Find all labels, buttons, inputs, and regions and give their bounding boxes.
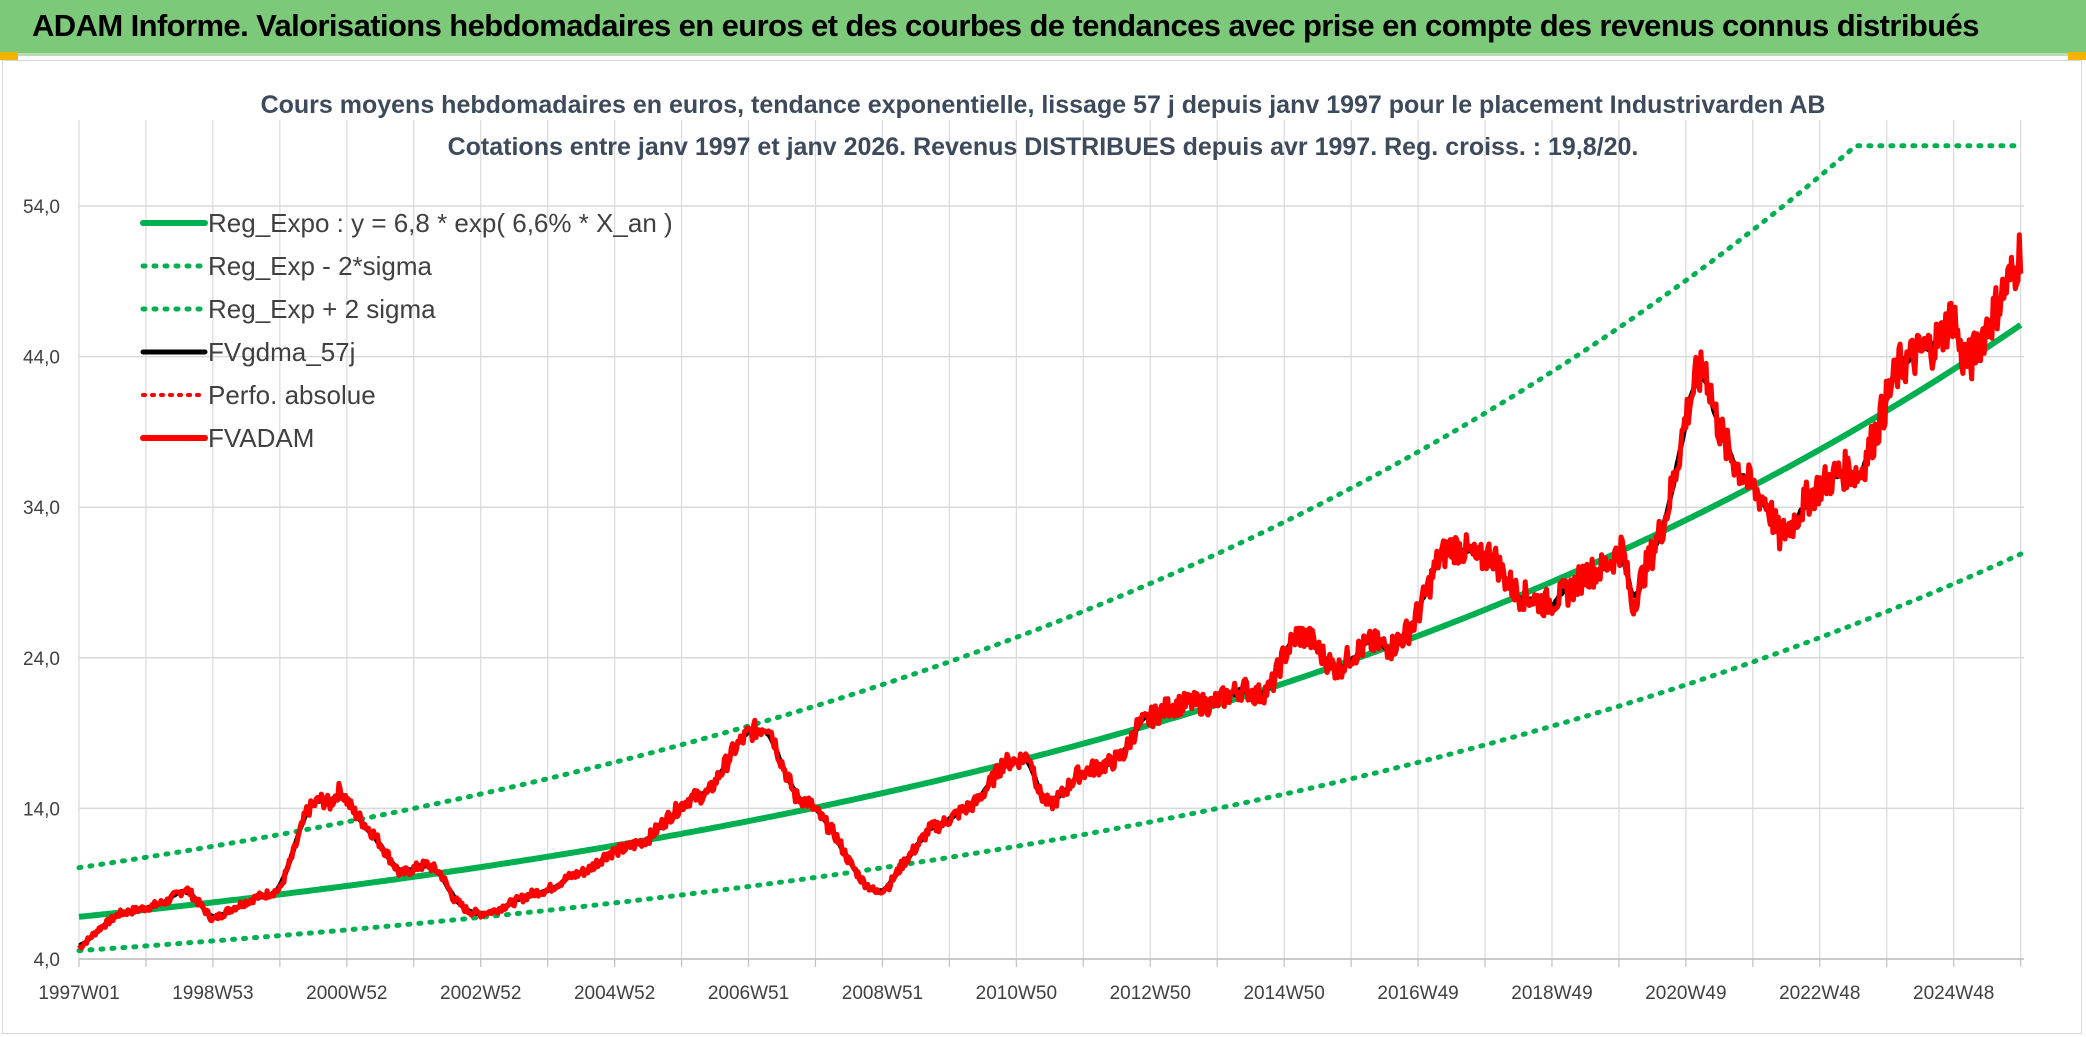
series-reg-exp-plus-2sigma (76, 143, 2024, 871)
y-tick-label: 14,0 (23, 799, 60, 820)
x-tick-label: 2016W49 (1377, 983, 1458, 1004)
series-fvgdma-57j (77, 267, 2022, 949)
x-tick-label: 2022W48 (1779, 983, 1860, 1004)
x-tick-label: 2010W50 (976, 983, 1057, 1004)
series-reg-exp-minus-2sigma (76, 551, 2024, 954)
x-tick-label: 1998W53 (172, 983, 253, 1004)
x-tick-label: 2020W49 (1645, 983, 1726, 1004)
series-fvadam (77, 232, 2024, 951)
chart-subtitle: Cotations entre janv 1997 et janv 2026. … (448, 133, 1639, 161)
y-tick-label: 4,0 (34, 950, 60, 971)
series (76, 143, 2024, 954)
chart-frame (2, 60, 2082, 1034)
y-tick-label: 24,0 (23, 649, 60, 670)
corner-accent-left (0, 52, 18, 60)
legend-label: Reg_Exp + 2 sigma (208, 294, 436, 324)
y-tick-label: 34,0 (23, 498, 60, 519)
legend-label: Reg_Exp - 2*sigma (208, 251, 433, 281)
series-reg-expo (78, 322, 2023, 920)
legend: Reg_Expo : y = 6,8 * exp( 6,6% * X_an ) R… (140, 208, 673, 453)
report-banner: ADAM Informe. Valorisations hebdomadaire… (0, 0, 2086, 56)
legend-label: FVgdma_57j (208, 337, 355, 367)
chart-title: Cours moyens hebdomadaires en euros, ten… (261, 91, 1826, 119)
legend-label: FVADAM (208, 423, 314, 453)
x-tick-label: 2024W48 (1913, 983, 1994, 1004)
x-tick-label: 2008W51 (842, 983, 923, 1004)
x-tick-label: 2014W50 (1243, 983, 1324, 1004)
corner-accent-right (2068, 52, 2086, 60)
x-tick-label: 2000W52 (306, 983, 387, 1004)
report-title: ADAM Informe. Valorisations hebdomadaire… (32, 8, 1979, 43)
x-tick-label: 2004W52 (574, 983, 655, 1004)
y-tick-label: 54,0 (23, 197, 60, 218)
x-axis: 1997W01 1998W53 2000W52 2002W52 2004W52 2006W… (38, 958, 2024, 1004)
x-tick-label: 2012W50 (1110, 983, 1191, 1004)
x-tick-label: 2018W49 (1511, 983, 1592, 1004)
y-tick-label: 44,0 (23, 348, 60, 369)
y-axis: 4,0 14,0 24,0 34,0 44,0 54,0 (23, 197, 60, 971)
x-tick-label: 2006W51 (708, 983, 789, 1004)
legend-label: Perfo. absolue (208, 380, 376, 410)
legend-label: Reg_Expo : y = 6,8 * exp( 6,6% * X_an ) (208, 208, 673, 238)
x-tick-label: 1997W01 (38, 983, 119, 1004)
x-tick-label: 2002W52 (440, 983, 521, 1004)
